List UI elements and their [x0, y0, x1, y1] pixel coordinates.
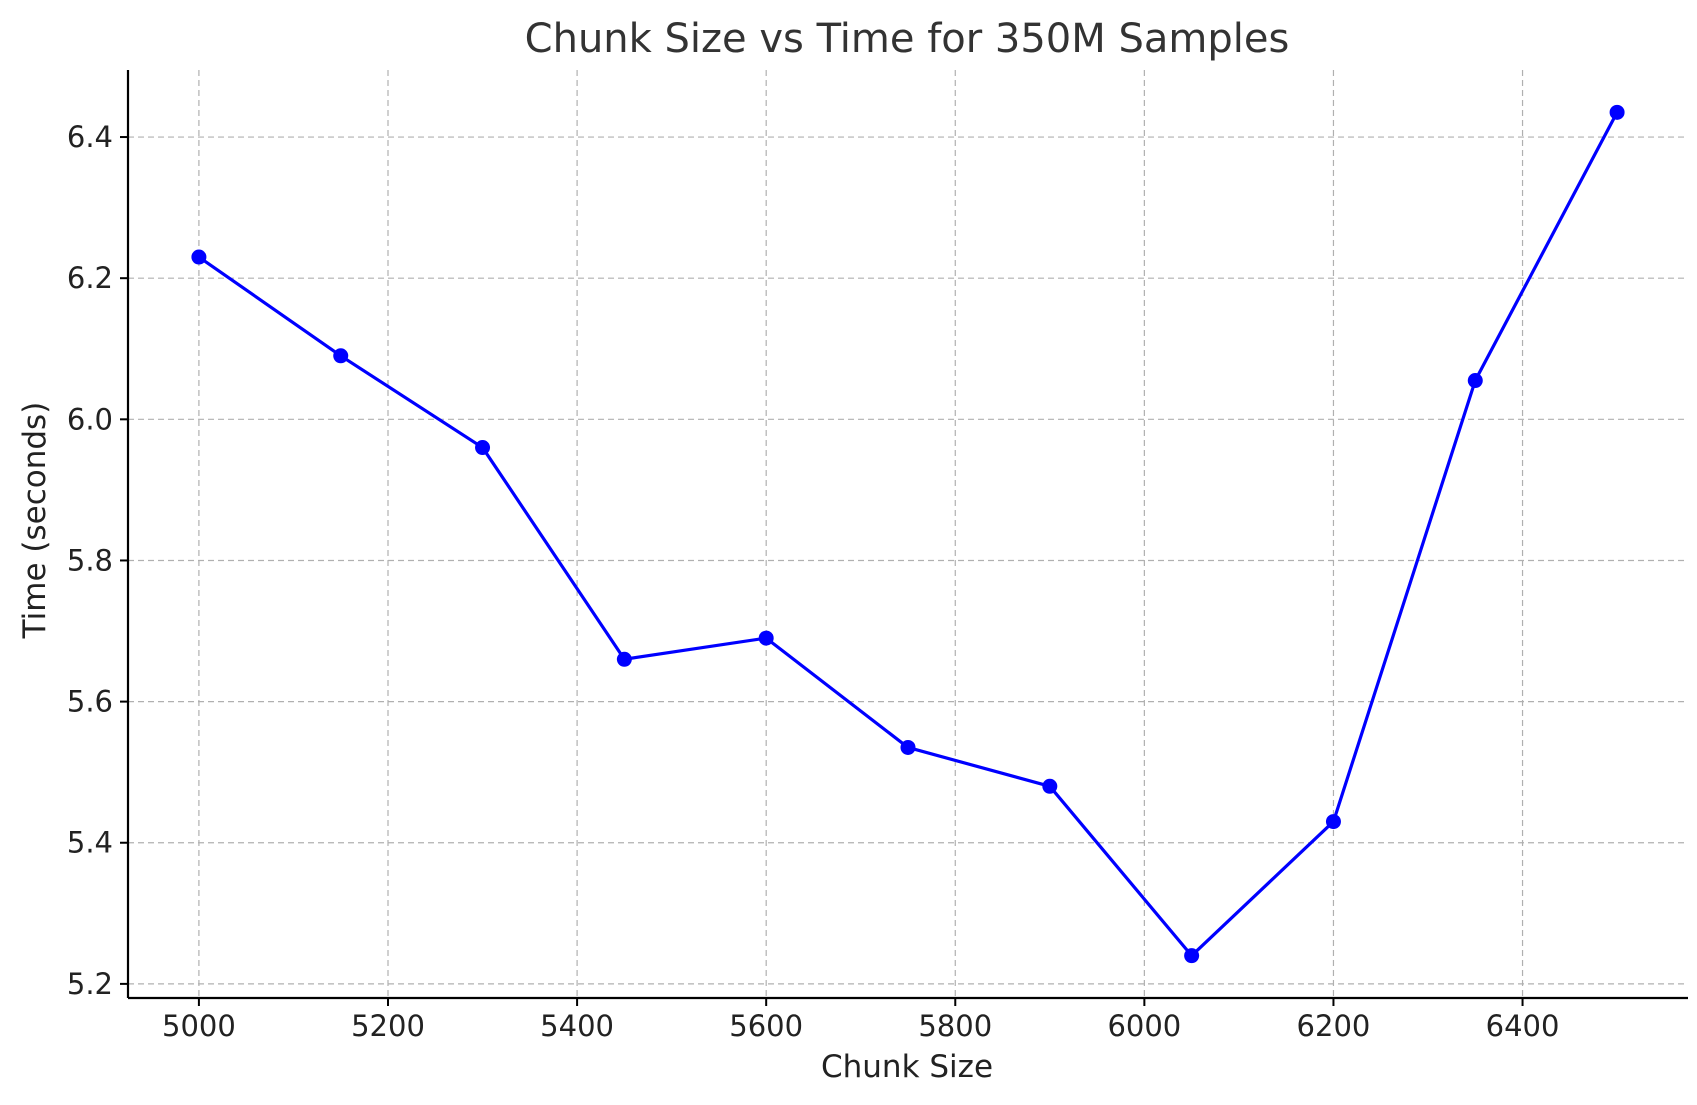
y-tick-label: 5.8 [67, 543, 113, 577]
y-tick-label: 5.4 [67, 826, 113, 860]
x-tick-label: 5000 [162, 1009, 236, 1043]
y-tick-label: 5.2 [67, 967, 113, 1001]
x-tick-label: 6000 [1107, 1009, 1181, 1043]
y-axis-label: Time (seconds) [17, 402, 53, 640]
data-point [191, 249, 207, 265]
y-tick-label: 6.2 [67, 261, 113, 295]
data-point [758, 630, 774, 646]
data-point [1184, 948, 1200, 964]
data-point [1325, 814, 1341, 830]
x-tick-label: 6400 [1486, 1009, 1560, 1043]
data-point [616, 651, 632, 667]
data-point [333, 348, 349, 364]
x-tick-label: 5200 [351, 1009, 425, 1043]
chart-title: Chunk Size vs Time for 350M Samples [525, 16, 1290, 62]
y-tick-label: 6.0 [67, 402, 113, 436]
tick-marks-and-labels: 5000 5200 5400 5600 5800 6000 6200 6400 5.2 5.4 5.… [67, 120, 1560, 1043]
data-point [900, 739, 916, 755]
grid-lines [128, 70, 1688, 998]
data-point [1609, 104, 1625, 120]
x-tick-label: 5800 [918, 1009, 992, 1043]
data-point [475, 440, 491, 456]
x-tick-label: 5600 [729, 1009, 803, 1043]
data-series [191, 104, 1625, 964]
data-point [1042, 778, 1058, 794]
x-tick-label: 5400 [540, 1009, 614, 1043]
data-point [1467, 373, 1483, 389]
y-tick-label: 5.6 [67, 685, 113, 719]
x-axis-label: Chunk Size [821, 1049, 993, 1085]
x-tick-label: 6200 [1297, 1009, 1371, 1043]
y-tick-label: 6.4 [67, 120, 113, 154]
